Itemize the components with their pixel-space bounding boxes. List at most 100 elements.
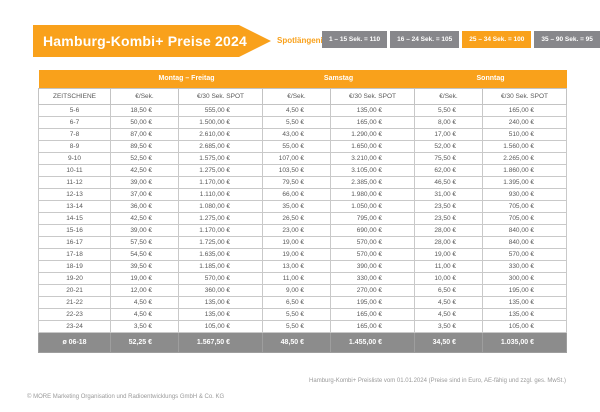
timeslot-cell: 6-7 xyxy=(38,115,111,129)
price-cell: 3.210,00 € xyxy=(330,151,416,165)
price-cell: 135,00 € xyxy=(482,295,568,309)
timeslot-cell: 12-13 xyxy=(38,187,111,201)
timeslot-cell: 21-22 xyxy=(38,295,111,309)
price-cell: 75,50 € xyxy=(414,151,484,165)
price-cell: 135,00 € xyxy=(177,295,264,309)
price-cell: 28,00 € xyxy=(414,223,484,237)
timeslot-cell: 15-16 xyxy=(38,223,111,237)
table-row: 7-8 87,00 € 2.610,00 € 43,00 € 1.290,00 … xyxy=(38,127,568,141)
price-cell: 705,00 € xyxy=(482,199,568,213)
price-cell: 18,50 € xyxy=(110,103,179,117)
price-cell: 4,50 € xyxy=(262,103,332,117)
price-cell: 23,50 € xyxy=(414,199,484,213)
price-cell: 1.170,00 € xyxy=(177,223,264,237)
price-cell: 52,50 € xyxy=(110,151,179,165)
price-cell: 107,00 € xyxy=(262,151,332,165)
price-cell: 2.610,00 € xyxy=(177,127,264,141)
spot-index-box: 25 – 34 Sek. = 100 xyxy=(462,31,532,48)
column-header: €/30 Sek. SPOT xyxy=(482,87,568,105)
price-cell: 1.560,00 € xyxy=(482,139,568,153)
page-title: Hamburg-Kombi+ Preise 2024 xyxy=(43,33,247,49)
summary-price-cell: 48,50 € xyxy=(262,331,332,353)
price-cell: 135,00 € xyxy=(177,307,264,321)
summary-timeslot-cell: ø 06-18 xyxy=(38,331,111,353)
price-cell: 270,00 € xyxy=(330,283,416,297)
price-cell: 26,50 € xyxy=(262,211,332,225)
table-row: 5-6 18,50 € 555,00 € 4,50 € 135,00 € 5,5… xyxy=(38,103,568,117)
timeslot-cell: 10-11 xyxy=(38,163,111,177)
price-cell: 43,00 € xyxy=(262,127,332,141)
price-cell: 37,00 € xyxy=(110,187,179,201)
summary-price-cell: 1.567,50 € xyxy=(177,331,264,353)
price-cell: 103,50 € xyxy=(262,163,332,177)
table-row: 14-15 42,50 € 1.275,00 € 26,50 € 795,00 … xyxy=(38,211,568,225)
day-group-spacer xyxy=(38,70,111,88)
price-cell: 1.050,00 € xyxy=(330,199,416,213)
column-header: €/30 Sek. SPOT xyxy=(177,87,264,105)
price-cell: 17,00 € xyxy=(414,127,484,141)
spot-index-box: 35 – 90 Sek. = 95 xyxy=(534,31,600,48)
price-cell: 54,50 € xyxy=(110,247,179,261)
price-cell: 89,50 € xyxy=(110,139,179,153)
price-cell: 12,00 € xyxy=(110,283,179,297)
table-row: 13-14 36,00 € 1.080,00 € 35,00 € 1.050,0… xyxy=(38,199,568,213)
table-row: 9-10 52,50 € 1.575,00 € 107,00 € 3.210,0… xyxy=(38,151,568,165)
price-cell: 930,00 € xyxy=(482,187,568,201)
price-cell: 3,50 € xyxy=(414,319,484,333)
table-row: 12-13 37,00 € 1.110,00 € 66,00 € 1.980,0… xyxy=(38,187,568,201)
price-table-body: 5-6 18,50 € 555,00 € 4,50 € 135,00 € 5,5… xyxy=(38,103,568,333)
timeslot-cell: 13-14 xyxy=(38,199,111,213)
column-header-row: ZEITSCHIENE €/Sek. €/30 Sek. SPOT €/Sek.… xyxy=(38,87,568,105)
summary-price-cell: 34,50 € xyxy=(414,331,484,353)
price-cell: 4,50 € xyxy=(414,295,484,309)
price-cell: 52,00 € xyxy=(414,139,484,153)
page-title-banner: Hamburg-Kombi+ Preise 2024 xyxy=(33,25,271,57)
copyright-note: © MORE Marketing Organisation und Radioe… xyxy=(27,394,225,400)
table-row: 6-7 50,00 € 1.500,00 € 5,50 € 165,00 € 8… xyxy=(38,115,568,129)
table-row: 10-11 42,50 € 1.275,00 € 103,50 € 3.105,… xyxy=(38,163,568,177)
price-cell: 1.860,00 € xyxy=(482,163,568,177)
day-group-header: Montag – Freitag xyxy=(110,70,263,88)
price-cell: 66,00 € xyxy=(262,187,332,201)
price-cell: 2.265,00 € xyxy=(482,151,568,165)
price-cell: 105,00 € xyxy=(482,319,568,333)
timeslot-cell: 23-24 xyxy=(38,319,111,333)
price-cell: 240,00 € xyxy=(482,115,568,129)
price-table: Montag – Freitag Samstag Sonntag ZEITSCH… xyxy=(38,70,568,353)
price-cell: 570,00 € xyxy=(482,247,568,261)
price-cell: 87,00 € xyxy=(110,127,179,141)
price-cell: 39,00 € xyxy=(110,223,179,237)
price-cell: 135,00 € xyxy=(330,103,416,117)
price-cell: 28,00 € xyxy=(414,235,484,249)
spot-index-boxes: 1 – 15 Sek. = 110 16 – 24 Sek. = 105 25 … xyxy=(322,31,600,48)
price-cell: 690,00 € xyxy=(330,223,416,237)
timeslot-cell: 19-20 xyxy=(38,271,111,285)
price-cell: 2.385,00 € xyxy=(330,175,416,189)
price-cell: 79,50 € xyxy=(262,175,332,189)
price-cell: 19,00 € xyxy=(414,247,484,261)
column-header: €/30 Sek. SPOT xyxy=(330,87,416,105)
price-cell: 57,50 € xyxy=(110,235,179,249)
price-cell: 31,00 € xyxy=(414,187,484,201)
price-cell: 705,00 € xyxy=(482,211,568,225)
price-cell: 840,00 € xyxy=(482,223,568,237)
price-cell: 4,50 € xyxy=(414,307,484,321)
price-cell: 5,50 € xyxy=(414,103,484,117)
price-cell: 165,00 € xyxy=(482,103,568,117)
price-cell: 46,50 € xyxy=(414,175,484,189)
price-cell: 6,50 € xyxy=(414,283,484,297)
price-cell: 13,00 € xyxy=(262,259,332,273)
column-header: €/Sek. xyxy=(110,87,179,105)
timeslot-cell: 8-9 xyxy=(38,139,111,153)
spot-index-label: Spotlängenindex xyxy=(277,36,342,45)
price-cell: 360,00 € xyxy=(177,283,264,297)
price-cell: 23,50 € xyxy=(414,211,484,225)
price-cell: 390,00 € xyxy=(330,259,416,273)
price-cell: 39,00 € xyxy=(110,175,179,189)
price-cell: 195,00 € xyxy=(330,295,416,309)
summary-price-cell: 1.035,00 € xyxy=(482,331,568,353)
price-cell: 1.650,00 € xyxy=(330,139,416,153)
table-row: 21-22 4,50 € 135,00 € 6,50 € 195,00 € 4,… xyxy=(38,295,568,309)
timeslot-cell: 7-8 xyxy=(38,127,111,141)
price-cell: 3,50 € xyxy=(110,319,179,333)
